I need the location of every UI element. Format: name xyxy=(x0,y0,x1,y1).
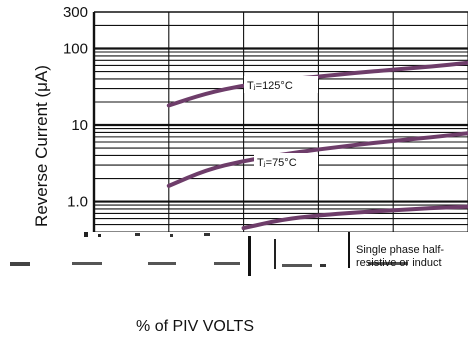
obscured-band xyxy=(0,232,468,345)
noise-mark xyxy=(135,233,140,236)
noise-mark xyxy=(368,262,408,265)
noise-mark xyxy=(320,264,326,267)
note-line-2: resistive or induct xyxy=(356,257,442,269)
noise-marks xyxy=(10,232,408,276)
series-label-125: Tⱼ=125°C xyxy=(244,76,318,93)
series-line-2 xyxy=(241,204,468,231)
noise-mark xyxy=(10,262,30,266)
noise-mark xyxy=(282,264,312,267)
series-label-75: Tⱼ=75°C xyxy=(254,153,318,170)
noise-mark xyxy=(98,234,101,237)
noise-mark xyxy=(148,262,176,265)
y-tick-label: 10 xyxy=(71,117,88,134)
y-tick-label: 100 xyxy=(63,41,88,58)
noise-mark xyxy=(348,232,350,268)
noise-mark xyxy=(214,262,240,265)
y-tick-label: 1.0 xyxy=(67,194,88,211)
series-label-75-text: Tⱼ=75°C xyxy=(257,157,297,169)
y-tick-label: 300 xyxy=(63,4,88,21)
noise-mark xyxy=(204,233,210,236)
label-bg-125 xyxy=(244,76,318,93)
noise-mark xyxy=(170,234,173,237)
label-bg-75 xyxy=(254,153,318,170)
y-tick-labels: 300 100 10 1.0 xyxy=(63,4,88,211)
series-line-1 xyxy=(166,131,468,188)
note-line-1: Single phase half- xyxy=(356,244,444,256)
noise-mark xyxy=(274,239,276,269)
noise-mark xyxy=(72,262,102,265)
noise-mark xyxy=(248,236,251,276)
noise-mark xyxy=(84,232,88,237)
series-label-125-text: Tⱼ=125°C xyxy=(247,80,293,92)
x-axis-label: % of PIV VOLTS xyxy=(136,318,254,335)
y-axis-label: Reverse Current (μA) xyxy=(32,65,51,227)
